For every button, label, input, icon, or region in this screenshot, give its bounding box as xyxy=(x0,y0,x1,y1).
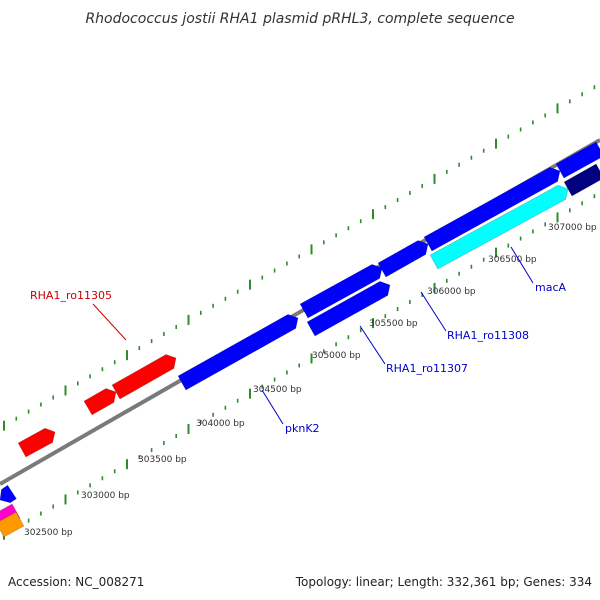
gene-arrow[interactable] xyxy=(83,388,117,416)
gene-arrow[interactable] xyxy=(299,264,383,319)
accession-text: Accession: NC_008271 xyxy=(8,575,144,589)
tick-label: 305000 bp xyxy=(312,351,361,361)
tick-labels: 302500 bp 303000 bp 303500 bp 304000 bp 3045… xyxy=(24,223,597,538)
gene-features xyxy=(0,141,600,538)
tick-label: 304500 bp xyxy=(253,385,302,395)
gene-label-leader xyxy=(92,303,127,341)
tick-label: 303500 bp xyxy=(138,455,187,465)
gene-label[interactable]: pknK2 xyxy=(285,422,320,435)
tick-label: 305500 bp xyxy=(369,319,418,329)
gene-label-leader xyxy=(510,246,534,284)
gene-arrow[interactable] xyxy=(429,184,569,270)
gene-arrow[interactable] xyxy=(423,167,561,252)
tick-label: 306500 bp xyxy=(488,255,537,265)
gene-label-leader xyxy=(420,291,447,332)
tick-label: 303000 bp xyxy=(81,491,130,501)
gene-arrow[interactable] xyxy=(555,141,600,179)
tick-label: 307000 bp xyxy=(548,223,597,233)
gene-label-leader xyxy=(359,325,386,365)
map-title: Rhodococcus jostii RHA1 plasmid pRHL3, c… xyxy=(85,11,514,27)
gene-label[interactable]: macA xyxy=(535,281,567,294)
gene-arrow[interactable] xyxy=(563,163,600,197)
gene-arrow[interactable] xyxy=(111,354,177,400)
gene-arrow[interactable] xyxy=(0,511,25,538)
gene-arrow[interactable] xyxy=(377,240,429,278)
summary-text: Topology: linear; Length: 332,361 bp; Ge… xyxy=(295,575,592,589)
gene-label-leader xyxy=(261,389,284,425)
gene-arrow[interactable] xyxy=(306,281,391,337)
tick-label: 302500 bp xyxy=(24,528,73,538)
tick-label: 306000 bp xyxy=(427,287,476,297)
gene-arrow[interactable] xyxy=(0,484,17,504)
gene-label[interactable]: RHA1_ro11305 xyxy=(30,289,112,302)
lower-tick-track xyxy=(3,194,596,540)
gene-label[interactable]: RHA1_ro11307 xyxy=(386,362,468,375)
gene-arrow[interactable] xyxy=(177,314,299,391)
gene-label[interactable]: RHA1_ro11308 xyxy=(447,329,529,342)
upper-tick-track xyxy=(3,85,596,431)
tick-label: 304000 bp xyxy=(196,419,245,429)
gene-labels: RHA1_ro11305 pknK2 RHA1_ro11307 RHA1_ro1130… xyxy=(30,246,567,435)
gene-arrow[interactable] xyxy=(17,427,56,458)
